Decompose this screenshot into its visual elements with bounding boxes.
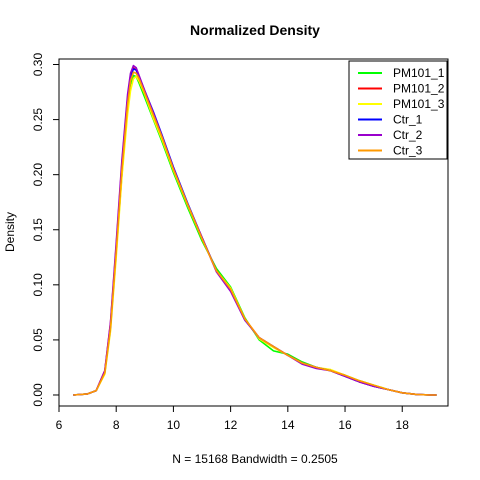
legend-label: Ctr_1	[393, 113, 423, 127]
x-tick-label: 14	[281, 418, 295, 432]
x-axis-label: N = 15168 Bandwidth = 0.2505	[172, 452, 338, 466]
x-tick-label: 18	[396, 418, 410, 432]
legend-label: Ctr_3	[393, 144, 423, 158]
x-tick-label: 6	[56, 418, 63, 432]
x-tick-label: 10	[167, 418, 181, 432]
x-tick-label: 12	[224, 418, 238, 432]
legend-label: PM101_3	[393, 97, 445, 111]
y-tick-label: 0.30	[31, 53, 45, 77]
plot-frame	[58, 58, 449, 407]
y-tick-label: 0.25	[31, 108, 45, 132]
y-tick-label: 0.15	[31, 218, 45, 242]
x-axis: 6 8 10 12 14 16 18	[56, 406, 410, 432]
y-tick-label: 0.20	[31, 163, 45, 187]
y-tick-label: 0.00	[31, 383, 45, 407]
series-line-ctr-3	[73, 71, 437, 396]
legend-box	[348, 60, 448, 160]
legend-label: Ctr_2	[393, 128, 423, 142]
y-tick-label: 0.05	[31, 328, 45, 352]
series-lines	[73, 64, 437, 396]
legend-label: PM101_2	[393, 82, 445, 96]
x-tick-label: 8	[113, 418, 120, 432]
y-axis-label: Density	[3, 212, 17, 252]
y-tick-label: 0.10	[31, 273, 45, 297]
legend-label: PM101_1	[393, 66, 445, 80]
chart-title: Normalized Density	[190, 22, 320, 38]
y-axis: 0.00 0.05 0.10 0.15 0.20 0.25 0.30	[31, 53, 59, 407]
x-tick-label: 16	[338, 418, 352, 432]
